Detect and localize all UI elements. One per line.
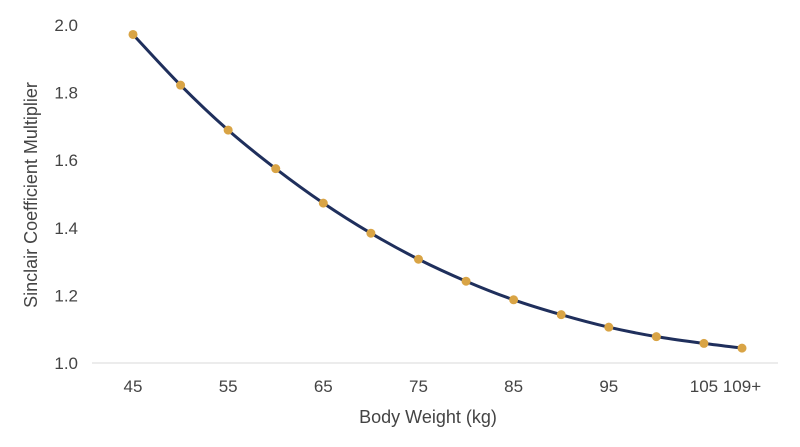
x-tick-label: 75 (409, 377, 428, 396)
data-point (366, 228, 376, 238)
data-point (651, 332, 661, 342)
data-point (737, 343, 747, 353)
x-tick-label: 55 (219, 377, 238, 396)
y-tick-label: 2.0 (54, 16, 78, 35)
data-point (128, 29, 138, 39)
data-points (128, 29, 747, 353)
series-line (131, 33, 743, 350)
data-point (223, 125, 233, 135)
y-tick-label: 1.4 (54, 219, 78, 238)
y-tick-label: 1.6 (54, 151, 78, 170)
data-point (509, 295, 519, 305)
data-point (176, 80, 186, 90)
x-axis-ticks: 45 55 65 75 85 95 105 109+ (124, 377, 762, 396)
data-point (699, 338, 709, 348)
data-point (604, 322, 614, 332)
data-point (556, 310, 566, 320)
x-tick-label: 85 (504, 377, 523, 396)
data-point (461, 276, 471, 286)
x-tick-label: 105 (690, 377, 718, 396)
x-tick-label: 65 (314, 377, 333, 396)
data-point (318, 198, 328, 208)
x-tick-label: 95 (599, 377, 618, 396)
data-point (413, 254, 423, 264)
y-axis-ticks: 1.0 1.2 1.4 1.6 1.8 2.0 (54, 16, 78, 373)
x-tick-label: 45 (124, 377, 143, 396)
y-tick-label: 1.2 (54, 286, 78, 305)
x-tick-label: 109+ (723, 377, 761, 396)
y-tick-label: 1.0 (54, 354, 78, 373)
y-tick-label: 1.8 (54, 84, 78, 103)
data-point (271, 164, 281, 174)
y-axis-title: Sinclair Coefficient Multiplier (21, 82, 41, 308)
x-axis-title: Body Weight (kg) (359, 407, 497, 427)
